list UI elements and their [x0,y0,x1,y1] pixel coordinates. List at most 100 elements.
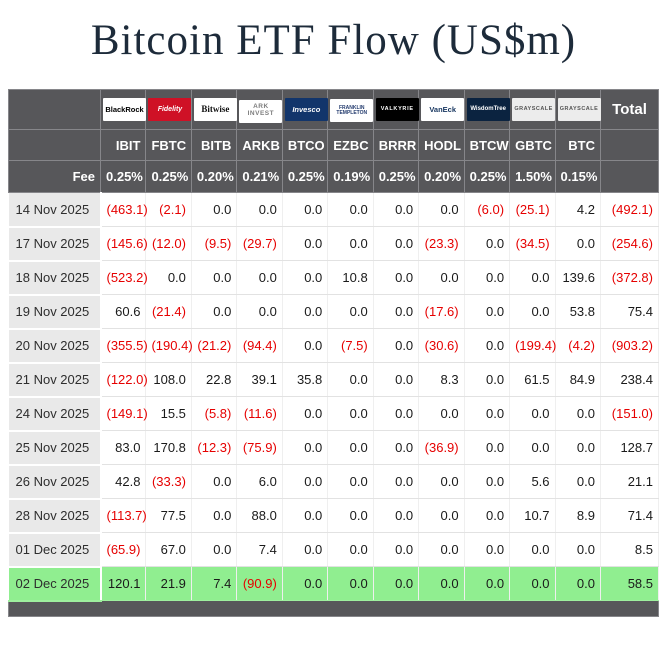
value-cell-btc: (4.2) [555,328,602,363]
provider-cell-invesco: Invesco [281,89,329,130]
fee-bitb: 0.20% [190,160,238,193]
value-cell-btcw: 0.0 [464,396,511,431]
total-header: Total [600,89,659,130]
table-body: 14 Nov 2025 (463.1) (2.1) 0.0 0.0 0.0 0.0 0.0 0.… [8,192,659,602]
corner-cell-logo [8,89,101,130]
value-cell-arkb: 0.0 [236,192,283,227]
date-cell: 18 Nov 2025 [8,260,102,296]
value-cell-ibit: (523.2) [100,260,148,295]
total-cell: 75.4 [600,294,659,329]
fee-arkb: 0.21% [236,160,283,193]
table-row-24-nov-2025: 24 Nov 2025 (149.1) 15.5 (5.8) (11.6) 0.0 0.0 0… [8,396,659,432]
ticker-row: IBIT FBTC BITB ARKB BTCO EZBC BRRR HODL BTCW GBTC… [8,129,659,161]
total-cell: (372.8) [600,260,659,295]
provider-cell-grayscale-btc: GRAYSCALE [554,89,602,130]
value-cell-fbtc: (21.4) [145,294,192,329]
value-cell-ibit: (145.6) [100,226,148,261]
value-cell-btc: 84.9 [555,362,602,397]
value-cell-bitb: 0.0 [191,464,238,499]
value-cell-gbtc: 0.0 [509,260,556,295]
value-cell-hodl: 0.0 [418,532,465,567]
value-cell-fbtc: (190.4) [145,328,193,363]
fidelity-logo: Fidelity [148,98,192,121]
fee-brrr: 0.25% [372,160,420,193]
value-cell-hodl: 0.0 [418,260,465,295]
value-cell-btcw: 0.0 [464,430,511,465]
value-cell-fbtc: (33.3) [145,464,192,499]
ticker-bitb: BITB [190,129,238,161]
value-cell-ezbc: 0.0 [327,192,374,227]
provider-cell-grayscale-gbtc: GRAYSCALE [509,89,556,130]
value-cell-hodl: 0.0 [418,396,465,431]
date-cell: 20 Nov 2025 [8,328,102,364]
value-cell-arkb: (75.9) [236,430,283,465]
value-cell-bitb: 0.0 [191,532,238,567]
provider-cell-wisdomtree: WisdomTree [463,89,511,130]
ticker-btc: BTC [554,129,602,161]
provider-cell-bitwise: Bitwise [190,89,238,130]
value-cell-ibit: (149.1) [100,396,148,431]
value-cell-ezbc: 0.0 [327,362,374,397]
fee-gbtc: 1.50% [509,160,556,193]
date-cell: 24 Nov 2025 [8,396,102,432]
value-cell-bitb: 0.0 [191,498,238,533]
value-cell-fbtc: 67.0 [145,532,192,567]
value-cell-btcw: 0.0 [464,328,511,363]
total-cell: (492.1) [600,192,659,227]
value-cell-ibit: (113.7) [100,498,147,533]
table-row-26-nov-2025: 26 Nov 2025 42.8 (33.3) 0.0 6.0 0.0 0.0 0.0 0.0 0… [8,464,659,500]
value-cell-brrr: 0.0 [373,362,420,397]
franklin-templeton-logo: FRANKLIN TEMPLETON [330,99,374,123]
value-cell-btc: 4.2 [555,192,602,227]
value-cell-ibit: (65.9) [100,532,147,567]
value-cell-brrr: 0.0 [373,226,420,261]
value-cell-btcw: 0.0 [464,260,511,295]
value-cell-ezbc: 0.0 [327,396,374,431]
value-cell-hodl: (17.6) [418,294,465,329]
date-cell: 19 Nov 2025 [8,294,102,330]
value-cell-ibit: (463.1) [100,192,148,227]
value-cell-brrr: 0.0 [373,464,420,499]
provider-cell-valkyrie: VALKYRIE [372,89,420,130]
value-cell-brrr: 0.0 [373,294,420,329]
value-cell-arkb: (29.7) [236,226,283,261]
date-cell: 02 Dec 2025 [8,566,102,602]
value-cell-gbtc: 0.0 [509,294,556,329]
value-cell-hodl: 0.0 [418,566,465,601]
table-row-20-nov-2025: 20 Nov 2025 (355.5) (190.4) (21.2) (94.4) 0.0… [8,328,659,364]
value-cell-bitb: (5.8) [191,396,238,431]
value-cell-btc: 53.8 [555,294,602,329]
value-cell-fbtc: 0.0 [145,260,192,295]
valkyrie-logo: VALKYRIE [375,98,419,122]
table-footer [8,600,659,617]
value-cell-btco: 0.0 [282,396,329,431]
value-cell-arkb: 7.4 [236,532,283,567]
value-cell-arkb: 0.0 [236,260,283,295]
blackrock-logo: BlackRock [103,98,146,121]
ticker-arkb: ARKB [236,129,283,161]
value-cell-btco: 0.0 [282,498,329,533]
total-cell: 58.5 [600,566,659,601]
table-row-01-dec-2025: 01 Dec 2025 (65.9) 67.0 0.0 7.4 0.0 0.0 0.0 0.0 0… [8,532,659,568]
corner-cell-ticker [8,129,101,161]
value-cell-ibit: 83.0 [100,430,147,465]
total-cell: 71.4 [600,498,659,533]
fee-hodl: 0.20% [418,160,465,193]
value-cell-btcw: 0.0 [464,226,511,261]
total-fee-spacer [600,160,659,193]
value-cell-btc: 0.0 [555,566,602,601]
value-cell-hodl: (36.9) [418,430,465,465]
ticker-ibit: IBIT [99,129,147,161]
table-row-14-nov-2025: 14 Nov 2025 (463.1) (2.1) 0.0 0.0 0.0 0.0 0.0 0.… [8,192,659,228]
value-cell-fbtc: 170.8 [145,430,192,465]
bitcoin-etf-flow-page: Bitcoin ETF Flow (US$m) BlackRock Fidelit… [0,16,667,617]
ticker-hodl: HODL [418,129,465,161]
value-cell-btco: 0.0 [282,294,329,329]
value-cell-brrr: 0.0 [373,566,420,601]
total-ticker-spacer [600,129,659,161]
table-row-21-nov-2025: 21 Nov 2025 (122.0) 108.0 22.8 39.1 35.8 0.0 0.… [8,362,659,398]
value-cell-btco: 0.0 [282,464,329,499]
fee-label: Fee [8,160,101,193]
provider-cell-franklin-templeton: FRANKLIN TEMPLETON [327,89,374,130]
total-cell: 128.7 [600,430,659,465]
